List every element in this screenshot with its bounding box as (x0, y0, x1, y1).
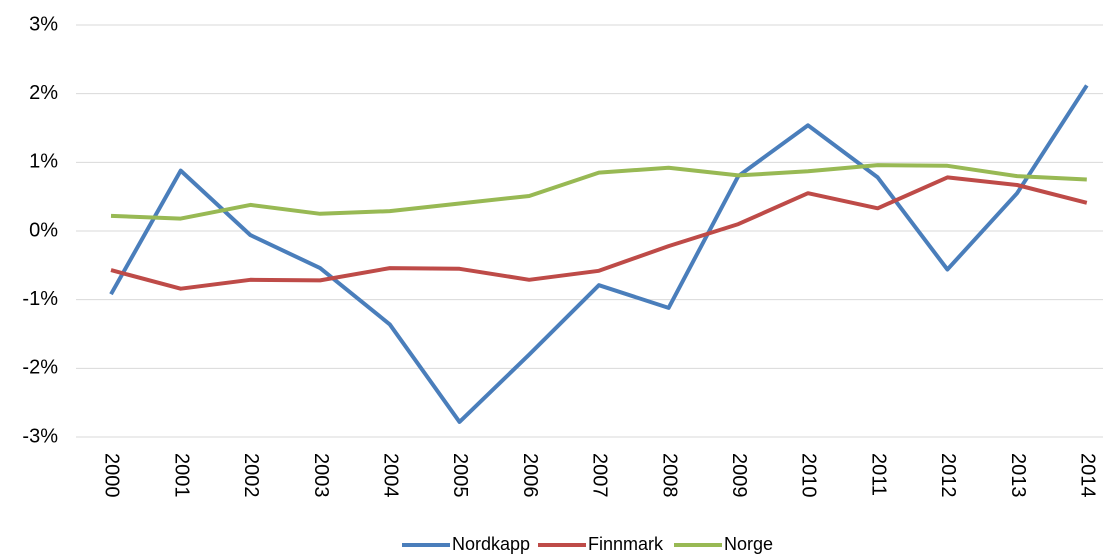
legend-label: Nordkapp (452, 534, 530, 554)
y-tick-label: 3% (29, 13, 58, 35)
y-tick-label: -1% (22, 288, 58, 310)
x-tick-label: 2014 (1077, 453, 1099, 498)
x-tick-label: 2002 (240, 453, 262, 498)
legend-label: Finnmark (588, 534, 664, 554)
x-tick-label: 2007 (589, 453, 611, 498)
x-tick-label: 2000 (101, 453, 123, 498)
series-line (109, 84, 1089, 424)
x-tick-label: 2010 (798, 453, 820, 498)
x-tick-label: 2004 (380, 453, 402, 498)
legend-label: Norge (724, 534, 773, 554)
x-tick-label: 2012 (937, 453, 959, 498)
x-tick-label: 2013 (1007, 453, 1029, 498)
series-line (110, 175, 1088, 291)
x-tick-label: 2005 (449, 453, 471, 498)
x-tick-label: 2009 (728, 453, 750, 498)
x-tick-label: 2003 (310, 453, 332, 498)
series-line (110, 163, 1087, 221)
y-tick-label: 1% (29, 151, 58, 173)
x-tick-label: 2001 (170, 453, 192, 498)
y-tick-label: 0% (29, 219, 58, 241)
x-tick-label: 2011 (867, 453, 889, 496)
x-tick-label: 2006 (519, 453, 541, 498)
x-tick-label: 2008 (658, 453, 680, 498)
y-tick-label: -3% (22, 425, 58, 447)
y-tick-label: -2% (22, 357, 58, 379)
y-tick-label: 2% (29, 82, 58, 104)
